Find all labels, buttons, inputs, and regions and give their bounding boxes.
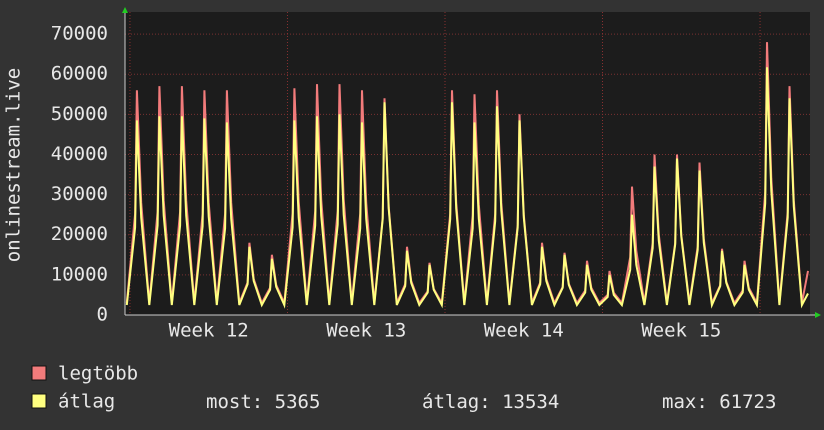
y-tick-label: 70000 [51, 23, 108, 45]
x-arrow [815, 312, 821, 318]
x-tick-label: Week 12 [169, 320, 249, 342]
stat: átlag: 13534 [422, 391, 559, 413]
y-tick-label: 30000 [51, 183, 108, 205]
stat-label: átlag: [422, 391, 491, 413]
y-axis-label: onlinestream.live [3, 68, 25, 262]
y-tick-label: 40000 [51, 143, 108, 165]
stat-value: 61723 [719, 391, 776, 413]
x-tick-label: Week 13 [326, 320, 406, 342]
legend-swatch [31, 365, 47, 381]
y-arrow [122, 7, 128, 13]
stat-label: most: [206, 391, 263, 413]
legend-swatch [31, 393, 47, 409]
series-line [125, 67, 809, 309]
y-tick-label: 20000 [51, 223, 108, 245]
y-tick-label: 50000 [51, 103, 108, 125]
stat: max: 61723 [662, 391, 776, 413]
x-tick-label: Week 15 [641, 320, 721, 342]
stat: most: 5365 [206, 391, 320, 413]
stat-value: 13534 [502, 391, 559, 413]
legend-label: legtöbb [58, 363, 138, 385]
legend-label: átlag [58, 391, 115, 413]
y-tick-label: 10000 [51, 263, 108, 285]
y-tick-label: 0 [97, 304, 108, 326]
y-tick-label: 60000 [51, 63, 108, 85]
stat-label: max: [662, 391, 708, 413]
stat-value: 5365 [275, 391, 321, 413]
x-tick-label: Week 14 [484, 320, 564, 342]
